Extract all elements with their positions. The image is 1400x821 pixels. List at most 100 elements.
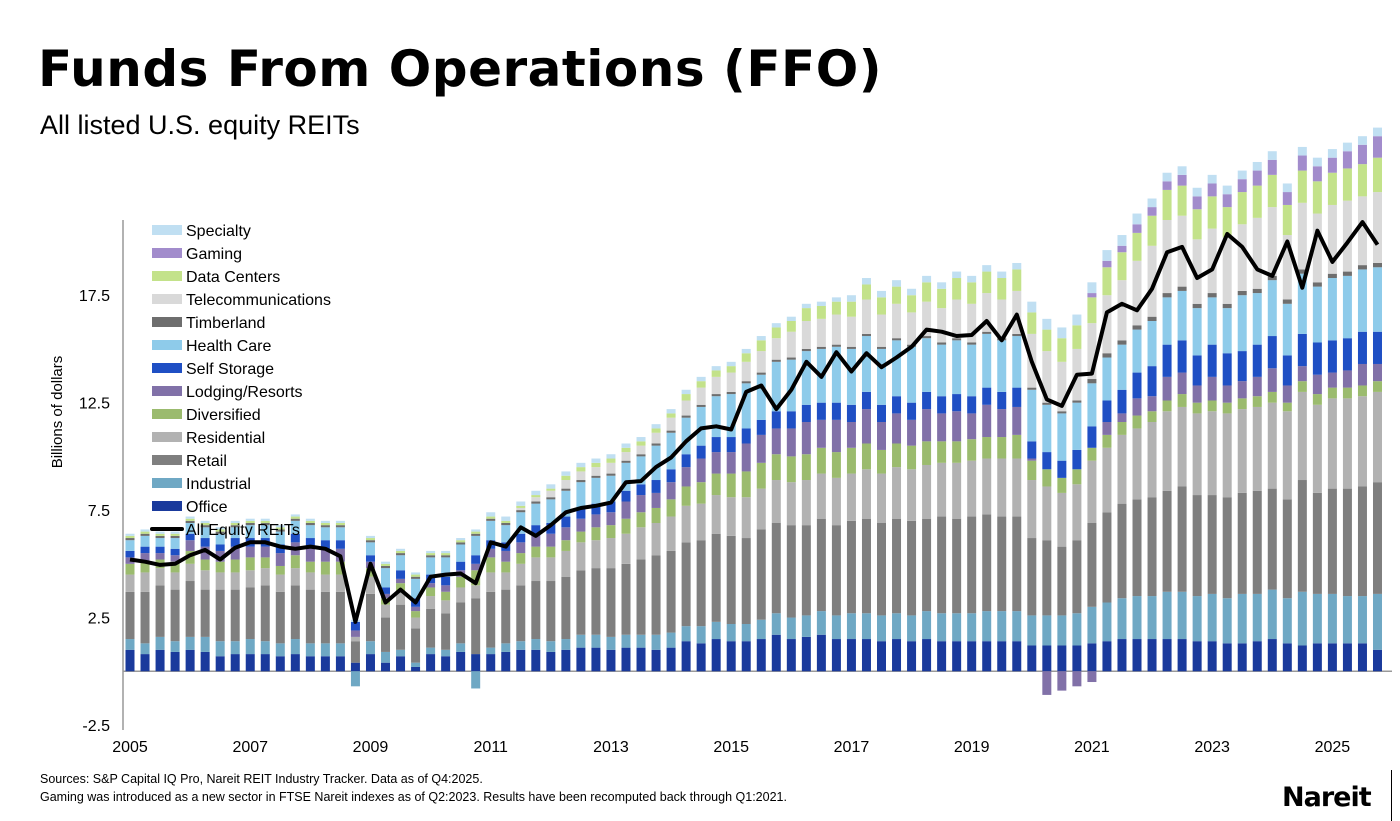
bar-residential <box>1237 409 1247 493</box>
bar-office <box>741 641 751 672</box>
bar-data-centers <box>1072 325 1082 349</box>
bar-lodging-resorts <box>1357 363 1367 386</box>
bar-self-storage <box>681 454 691 468</box>
bar-health-care <box>170 538 180 549</box>
bar-retail <box>922 518 932 612</box>
bar-retail <box>275 591 285 644</box>
legend-swatch <box>152 340 182 350</box>
bar-industrial <box>1042 615 1052 646</box>
bar-timberland <box>831 344 841 347</box>
bar-residential <box>1087 460 1097 523</box>
bar-office <box>365 654 375 672</box>
bar-residential <box>531 557 541 582</box>
bar-lodging-resorts <box>907 419 917 446</box>
bar-lodging-resorts <box>1117 413 1127 422</box>
bar-lodging-resorts <box>260 546 270 558</box>
bar-self-storage <box>1372 331 1382 364</box>
bar-self-storage <box>230 538 240 547</box>
bar-industrial <box>756 619 766 640</box>
bar-health-care <box>365 542 375 556</box>
bar-telecommunications <box>892 303 902 339</box>
bar-industrial <box>1072 613 1082 646</box>
bar-timberland <box>741 381 751 384</box>
bar-lodging-resorts <box>922 409 932 442</box>
bar-retail <box>411 628 421 663</box>
bar-residential <box>861 469 871 519</box>
bar-self-storage <box>170 548 180 556</box>
bar-data-centers <box>606 458 616 463</box>
bar-timberland <box>531 501 541 504</box>
bar-specialty <box>230 520 240 523</box>
bar-data-centers <box>997 278 1007 300</box>
bar-office <box>1057 645 1067 672</box>
bar-residential <box>230 572 240 590</box>
bar-self-storage <box>967 396 977 414</box>
bar-industrial <box>1162 591 1172 640</box>
bar-timberland <box>681 415 691 418</box>
bar-residential <box>877 473 886 523</box>
bar-self-storage <box>365 555 375 562</box>
bar-timberland <box>937 342 947 345</box>
bar-industrial <box>1102 602 1112 642</box>
bar-residential <box>576 542 586 571</box>
bar-self-storage <box>1102 400 1112 422</box>
bar-specialty <box>125 533 135 536</box>
bar-residential <box>1012 458 1022 517</box>
bar-health-care <box>501 525 511 543</box>
bar-health-care <box>471 535 481 556</box>
bar-diversified <box>576 531 586 543</box>
bar-timberland <box>1042 402 1052 405</box>
bar-specialty <box>320 520 330 523</box>
bar-industrial <box>1252 593 1262 642</box>
bar-timberland <box>666 430 676 433</box>
bar-lodging-resorts <box>1222 385 1232 403</box>
bar-lodging-resorts <box>320 548 330 562</box>
bar-data-centers <box>1282 204 1292 236</box>
bar-health-care <box>456 544 466 562</box>
bar-health-care <box>215 533 225 545</box>
bar-diversified <box>170 561 180 573</box>
bar-diversified <box>561 540 571 551</box>
bar-gaming <box>1237 179 1247 193</box>
bar-telecommunications <box>561 480 571 489</box>
bar-timberland <box>1372 262 1382 268</box>
bar-office <box>606 649 616 672</box>
bar-industrial <box>922 611 932 640</box>
bar-health-care <box>831 346 841 403</box>
bar-diversified <box>1252 396 1262 407</box>
bar-timberland <box>771 359 781 362</box>
bar-health-care <box>952 340 962 395</box>
bar-diversified <box>1012 434 1022 459</box>
bar-self-storage <box>155 546 165 554</box>
bar-diversified <box>1042 469 1052 487</box>
bar-office <box>215 656 225 672</box>
bar-health-care <box>546 499 556 523</box>
bar-timberland <box>756 372 766 375</box>
bar-data-centers <box>1267 174 1277 208</box>
bar-lodging-resorts <box>877 422 886 450</box>
bar-industrial <box>1342 596 1352 644</box>
bar-diversified <box>200 559 210 571</box>
bar-health-care <box>636 456 646 485</box>
bar-industrial <box>576 634 586 648</box>
bar-gaming <box>1192 196 1202 210</box>
x-tick-label: 2019 <box>954 739 990 756</box>
bar-residential <box>1057 492 1067 547</box>
bar-lodging-resorts <box>1087 671 1097 683</box>
bar-lodging-resorts <box>1147 396 1157 412</box>
divider <box>1391 770 1392 821</box>
bar-specialty <box>411 572 421 575</box>
bar-retail <box>215 589 225 642</box>
bar-lodging-resorts <box>892 413 902 444</box>
bar-residential <box>501 572 511 590</box>
bar-retail <box>1267 488 1277 590</box>
bar-residential <box>486 572 496 592</box>
bar-self-storage <box>651 480 661 493</box>
bar-office <box>1312 643 1322 672</box>
bar-health-care <box>320 527 330 541</box>
bar-specialty <box>1267 151 1277 160</box>
bar-data-centers <box>546 488 556 491</box>
bar-lodging-resorts <box>350 630 360 637</box>
bar-diversified <box>892 443 902 468</box>
bar-retail <box>1357 486 1367 597</box>
